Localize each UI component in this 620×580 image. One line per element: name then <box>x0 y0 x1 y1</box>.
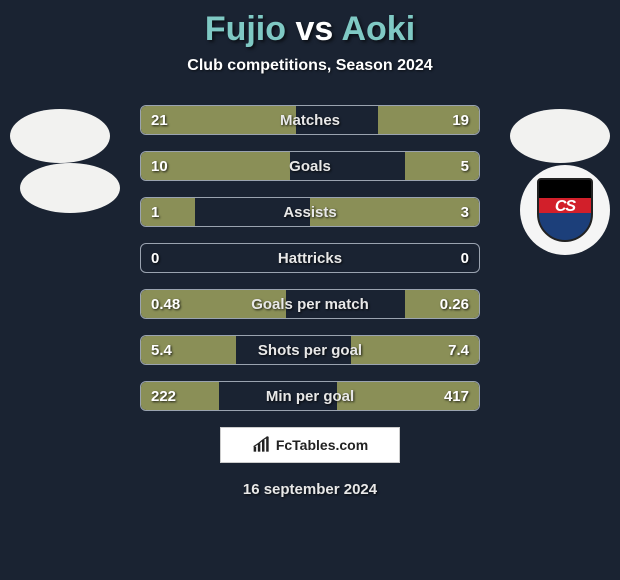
fctables-logo-icon <box>252 436 272 454</box>
stat-value-right: 3 <box>461 198 469 227</box>
left-badge-1 <box>10 109 110 163</box>
stat-row: 1Assists3 <box>140 197 480 227</box>
stat-value-right: 0 <box>461 244 469 273</box>
player-left-name: Fujio <box>205 10 286 48</box>
stat-label: Shots per goal <box>141 336 479 365</box>
stat-row: 0Hattricks0 <box>140 243 480 273</box>
branding-box: FcTables.com <box>220 427 400 463</box>
stat-value-right: 5 <box>461 152 469 181</box>
stat-value-right: 0.26 <box>440 290 469 319</box>
right-badge-2: CS <box>520 165 610 255</box>
stat-rows: 21Matches1910Goals51Assists30Hattricks00… <box>140 105 480 411</box>
stat-label: Goals <box>141 152 479 181</box>
stat-row: 21Matches19 <box>140 105 480 135</box>
branding-text: FcTables.com <box>276 437 368 453</box>
stat-label: Min per goal <box>141 382 479 411</box>
left-badge-2 <box>20 163 120 213</box>
stat-label: Matches <box>141 106 479 135</box>
stat-row: 222Min per goal417 <box>140 381 480 411</box>
stat-label: Assists <box>141 198 479 227</box>
crest-text: CS <box>539 198 591 216</box>
right-badge-1 <box>510 109 610 163</box>
stat-row: 10Goals5 <box>140 151 480 181</box>
player-right-name: Aoki <box>341 10 415 48</box>
stat-row: 5.4Shots per goal7.4 <box>140 335 480 365</box>
stat-label: Goals per match <box>141 290 479 319</box>
subtitle: Club competitions, Season 2024 <box>0 57 620 75</box>
vs-text: vs <box>295 10 333 48</box>
stat-value-right: 7.4 <box>448 336 469 365</box>
stat-value-right: 417 <box>444 382 469 411</box>
stat-row: 0.48Goals per match0.26 <box>140 289 480 319</box>
stats-area: CS 21Matches19 10Goals5 1Assists3 0Hattrick… <box>0 105 620 411</box>
date-text: 16 september 2024 <box>0 481 620 498</box>
team-crest-icon: CS <box>537 178 593 242</box>
stat-value-right: 19 <box>452 106 469 135</box>
page-title: Fujio vs Aoki <box>0 10 620 49</box>
stat-label: Hattricks <box>141 244 479 273</box>
